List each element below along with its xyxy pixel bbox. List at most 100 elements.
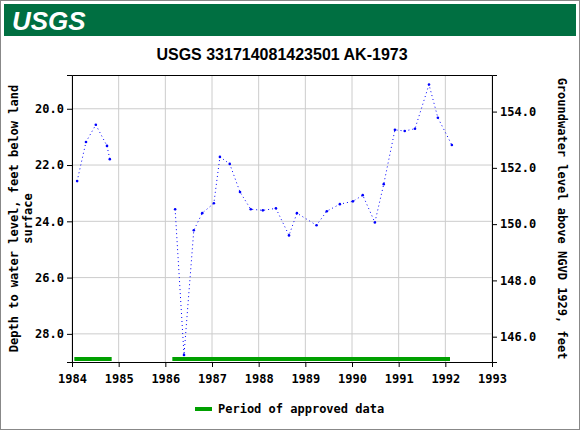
tick-label: 150.0 — [500, 217, 536, 231]
data-point — [352, 200, 355, 203]
tick-label: 22.0 — [35, 158, 64, 172]
data-line — [77, 125, 110, 181]
axis-line — [67, 76, 73, 363]
tick-mark — [67, 334, 72, 335]
data-point — [239, 191, 242, 194]
tick: 1992 — [431, 362, 460, 386]
tick-label: 154.0 — [500, 105, 536, 119]
tick-label: 1991 — [385, 372, 414, 386]
tick-label: 28.0 — [35, 327, 64, 341]
tick: 148.0 — [492, 274, 536, 288]
grid-line-x — [305, 75, 306, 362]
data-point — [403, 130, 406, 133]
tick-label: 1985 — [105, 372, 134, 386]
tick-mark — [492, 112, 497, 113]
tick: 1984 — [58, 362, 87, 386]
tick: 1985 — [105, 362, 134, 386]
tick-mark — [259, 362, 260, 367]
tick-mark — [492, 280, 497, 281]
data-point — [339, 203, 342, 206]
grid-line-x — [118, 75, 119, 362]
tick: 1991 — [385, 362, 414, 386]
axis-line — [73, 363, 493, 368]
tick-label: 1993 — [478, 372, 507, 386]
tick-mark — [212, 362, 213, 367]
marks — [74, 83, 453, 361]
tick-label: 1989 — [291, 372, 320, 386]
data-point — [76, 180, 79, 183]
tick-mark — [67, 165, 72, 166]
tick: 28.0 — [35, 327, 72, 341]
grid-line-y — [72, 277, 492, 278]
tick: 1990 — [338, 362, 367, 386]
data-line — [175, 85, 452, 355]
tick: 154.0 — [492, 105, 536, 119]
tick-label: 1992 — [431, 372, 460, 386]
y-axis: 20.0 22.0 24.0 26.0 28.0 — [35, 76, 72, 363]
grid-line-x — [258, 75, 259, 362]
tick-mark — [165, 362, 166, 367]
data-point — [315, 224, 318, 227]
title: USGS 331714081423501 AK-1973 — [156, 46, 407, 63]
tick-label: 1987 — [198, 372, 227, 386]
approved-period — [74, 357, 111, 361]
tick-mark — [67, 221, 72, 222]
data-point — [109, 158, 112, 161]
tick-label: 20.0 — [35, 102, 64, 116]
data-point — [183, 354, 186, 357]
tick: 1986 — [151, 362, 180, 386]
tick: 22.0 — [35, 158, 72, 172]
y2-axis: 146.0148.0150.0152.0154.0 — [492, 76, 536, 363]
tick-label: 1988 — [245, 372, 274, 386]
x-axis: 1984 1985 1986 1987 1988 1989 1990 1991 1992 1993 — [58, 362, 507, 386]
data-point — [95, 124, 98, 127]
tick-mark — [445, 362, 446, 367]
tick: 20.0 — [35, 102, 72, 116]
legend-label: Period of approved data — [218, 402, 384, 416]
data-point — [85, 141, 88, 144]
data-point — [213, 202, 216, 205]
grid-line-y — [72, 221, 492, 222]
data-point — [394, 129, 397, 132]
data-point — [106, 145, 109, 148]
data-point — [219, 156, 222, 159]
tick-label: 1990 — [338, 372, 367, 386]
data-point — [437, 116, 440, 119]
data-point — [174, 208, 177, 211]
chart: USGS USGS 331714081423501 AK-1973 1984 1985… — [0, 0, 580, 430]
grid-line-y — [72, 165, 492, 166]
tick-mark — [352, 362, 353, 367]
tick-label: 26.0 — [35, 271, 64, 285]
data-point — [374, 221, 377, 224]
grid-line-x — [445, 75, 446, 362]
data-point — [193, 229, 196, 232]
axis-line — [73, 75, 493, 76]
border — [1, 1, 580, 430]
grid-line-y — [72, 108, 492, 109]
data-point — [201, 212, 204, 215]
data-point — [275, 207, 278, 210]
y-axis-title-line: Depth to water level, feet below land — [7, 85, 21, 352]
data-point — [428, 83, 431, 86]
data-point — [296, 212, 299, 215]
data-point — [326, 210, 329, 213]
y2-axis-title: Groundwater level above NGVD 1929, feet — [555, 78, 569, 360]
frame-top — [73, 75, 493, 76]
legend: Period of approved data — [195, 402, 384, 416]
tick-label: 152.0 — [500, 161, 536, 175]
data-point — [262, 209, 265, 212]
tick-mark — [399, 362, 400, 367]
header-banner — [4, 4, 576, 36]
grid — [72, 75, 492, 362]
plot-area — [72, 75, 492, 362]
tick: 24.0 — [35, 215, 72, 229]
tick-mark — [492, 337, 497, 338]
grid-line-x — [212, 75, 213, 362]
logo: USGS — [12, 6, 86, 36]
approved-period — [172, 357, 450, 361]
grid-line-y — [72, 333, 492, 334]
tick: 1987 — [198, 362, 227, 386]
tick: 1989 — [291, 362, 320, 386]
data-point — [288, 234, 291, 237]
y-axis-title: Depth to water level, feet below landsur… — [7, 85, 35, 352]
